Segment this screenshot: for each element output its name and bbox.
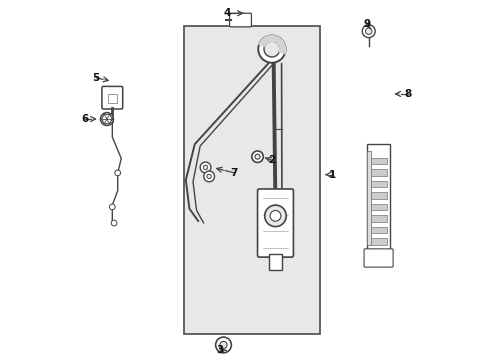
Text: 3: 3 xyxy=(216,345,223,355)
Text: 7: 7 xyxy=(231,168,238,178)
FancyBboxPatch shape xyxy=(102,86,122,109)
Bar xyxy=(269,253,282,270)
Bar xyxy=(108,94,117,103)
Text: 5: 5 xyxy=(93,73,100,83)
Bar xyxy=(370,226,388,233)
Circle shape xyxy=(207,174,211,179)
Text: 2: 2 xyxy=(268,155,275,165)
Circle shape xyxy=(252,151,263,162)
FancyBboxPatch shape xyxy=(230,13,251,27)
Bar xyxy=(370,158,388,164)
Circle shape xyxy=(264,41,280,57)
Circle shape xyxy=(216,337,231,353)
Circle shape xyxy=(366,28,372,35)
Circle shape xyxy=(109,204,115,210)
Circle shape xyxy=(270,211,281,221)
Bar xyxy=(370,238,388,244)
Bar xyxy=(370,204,388,210)
Circle shape xyxy=(203,165,208,170)
Circle shape xyxy=(265,205,286,226)
Circle shape xyxy=(362,25,375,38)
Bar xyxy=(367,151,370,244)
Text: 1: 1 xyxy=(329,170,337,180)
Circle shape xyxy=(111,220,117,226)
Circle shape xyxy=(200,162,211,173)
Circle shape xyxy=(220,341,227,348)
Bar xyxy=(370,181,388,187)
Bar xyxy=(370,215,388,222)
Circle shape xyxy=(204,171,215,182)
Circle shape xyxy=(258,36,286,63)
Text: 6: 6 xyxy=(82,114,89,124)
Circle shape xyxy=(100,113,113,126)
Bar xyxy=(184,26,320,334)
FancyBboxPatch shape xyxy=(258,189,294,257)
Bar xyxy=(367,144,390,252)
Text: 9: 9 xyxy=(364,19,370,29)
Circle shape xyxy=(255,154,260,159)
Wedge shape xyxy=(259,36,286,54)
Bar xyxy=(370,192,388,199)
Text: 4: 4 xyxy=(223,8,231,18)
Circle shape xyxy=(115,170,121,176)
Text: 8: 8 xyxy=(405,89,412,99)
FancyBboxPatch shape xyxy=(364,249,393,267)
Bar xyxy=(370,169,388,176)
